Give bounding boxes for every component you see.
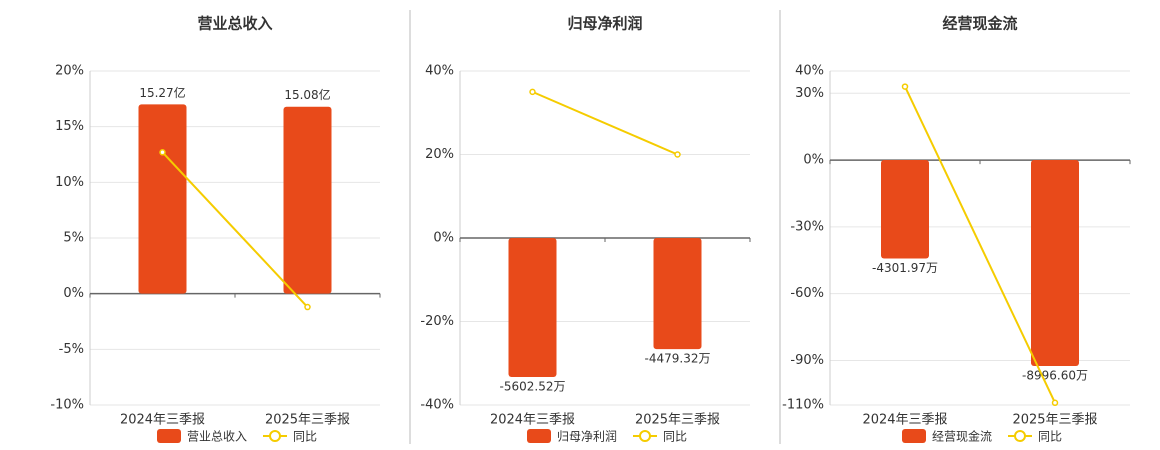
y-tick-label: -110%	[782, 398, 824, 413]
y-tick-label: -40%	[420, 398, 454, 413]
line-point	[1051, 399, 1059, 407]
y-tick-label: 40%	[425, 64, 454, 79]
line	[161, 151, 309, 308]
x-tick-label: 2024年三季报	[490, 413, 575, 428]
bar	[1031, 160, 1079, 367]
legend-swatch	[269, 430, 281, 442]
chart-title: 营业总收入	[197, 15, 272, 33]
bar	[653, 238, 702, 350]
line-point	[304, 303, 311, 311]
legend-swatch	[527, 429, 551, 443]
line-point	[901, 83, 909, 90]
value-label: -8996.60万	[1022, 369, 1088, 383]
line	[904, 86, 1056, 404]
legend-label: 营业总收入	[187, 430, 247, 444]
legend-swatch	[639, 430, 651, 442]
value-label: -4301.97万	[872, 261, 938, 275]
line-point	[159, 149, 166, 156]
x-tick-label: 2025年三季报	[265, 413, 350, 428]
line-point	[529, 88, 536, 96]
y-tick-label: -20%	[420, 314, 454, 329]
y-tick-label: 20%	[55, 64, 84, 79]
legend-swatch	[1014, 430, 1026, 442]
value-label: 15.08亿	[284, 87, 330, 102]
legend-label: 同比	[293, 430, 317, 444]
bar	[881, 160, 929, 259]
y-tick-label: 10%	[55, 175, 84, 190]
y-tick-label: -30%	[790, 219, 824, 234]
legend-swatch	[157, 429, 181, 443]
chart-title: 经营现金流	[942, 15, 1017, 33]
bar	[283, 106, 332, 294]
y-tick-label: -60%	[790, 286, 824, 301]
y-tick-label: 30%	[795, 86, 824, 101]
legend-label: 归母净利润	[557, 430, 617, 444]
bar	[508, 238, 557, 378]
line	[532, 90, 678, 156]
legend-label: 经营现金流	[932, 429, 992, 444]
bar	[138, 104, 187, 294]
y-tick-label: 0%	[433, 231, 454, 246]
legend-label: 同比	[1038, 430, 1062, 444]
x-tick-label: 2024年三季报	[862, 413, 947, 428]
value-label: -4479.32万	[645, 352, 711, 366]
y-tick-label: 15%	[55, 119, 84, 134]
y-tick-label: 20%	[425, 147, 454, 162]
x-tick-label: 2025年三季报	[1012, 413, 1097, 428]
legend-swatch	[902, 429, 926, 443]
value-label: -5602.52万	[500, 380, 566, 394]
line-point	[674, 151, 681, 158]
x-tick-label: 2024年三季报	[120, 413, 205, 428]
y-tick-label: 5%	[63, 231, 84, 246]
x-tick-label: 2025年三季报	[635, 413, 720, 428]
chart-title: 归母净利润	[567, 15, 642, 33]
legend-label: 同比	[663, 430, 687, 444]
value-label: 15.27亿	[139, 85, 185, 100]
y-tick-label: 0%	[63, 286, 84, 301]
y-tick-label: -5%	[59, 342, 84, 357]
y-tick-label: -90%	[790, 353, 824, 368]
y-tick-label: -10%	[50, 398, 84, 413]
y-tick-label: 0%	[803, 153, 824, 168]
y-tick-label: 40%	[795, 64, 824, 79]
